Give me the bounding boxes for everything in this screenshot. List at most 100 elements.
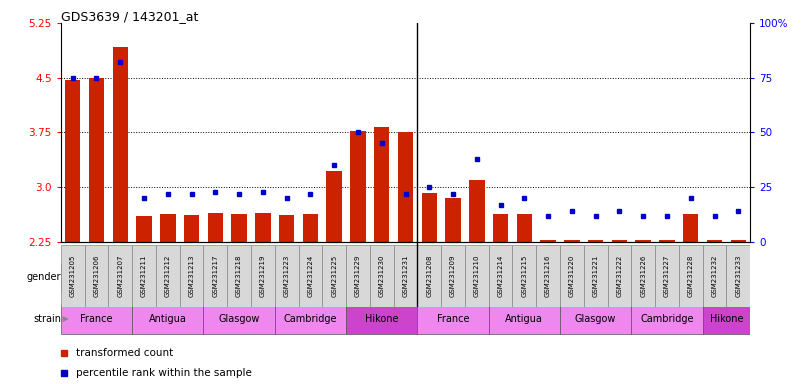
Text: Hikone: Hikone [710,314,743,324]
Bar [683,214,698,242]
Bar [631,245,655,307]
Text: GSM231210: GSM231210 [474,255,480,298]
Text: GSM231216: GSM231216 [545,255,551,298]
Bar [469,180,484,242]
Bar [445,198,461,242]
Bar [489,305,560,334]
Bar [136,217,152,242]
Bar [204,305,275,334]
Text: gender: gender [27,272,61,282]
Bar [517,214,532,242]
Text: GSM231206: GSM231206 [93,255,100,298]
Text: France: France [80,314,113,324]
Text: GSM231231: GSM231231 [402,255,409,298]
Bar [731,240,746,242]
Bar [275,305,346,334]
Text: GSM231223: GSM231223 [284,255,290,297]
Bar [346,305,418,334]
Bar [513,245,536,307]
Bar [588,240,603,242]
Bar [160,214,175,242]
Text: transformed count: transformed count [76,348,174,358]
Text: GSM231230: GSM231230 [379,255,384,298]
Text: strain: strain [33,314,61,324]
Text: Antigua: Antigua [505,314,543,324]
Text: GSM231232: GSM231232 [711,255,718,297]
Text: Glasgow: Glasgow [218,314,260,324]
Bar [184,215,200,242]
Bar [560,245,584,307]
Bar [631,305,702,334]
Bar [418,245,441,307]
Text: GSM231220: GSM231220 [569,255,575,297]
Bar [441,245,465,307]
Bar [489,245,513,307]
Bar [607,245,631,307]
Bar [61,305,132,334]
Text: GSM231214: GSM231214 [498,255,504,297]
Text: GSM231215: GSM231215 [521,255,527,297]
Bar [275,245,298,307]
Text: GSM231222: GSM231222 [616,255,622,297]
Text: GSM231209: GSM231209 [450,255,456,298]
Text: GSM231208: GSM231208 [427,255,432,298]
Text: GSM231227: GSM231227 [664,255,670,297]
Text: GDS3639 / 143201_at: GDS3639 / 143201_at [61,10,198,23]
Text: GSM231213: GSM231213 [189,255,195,298]
Bar [636,240,651,242]
Bar [298,245,322,307]
Bar [204,245,227,307]
Bar [65,80,80,242]
Text: GSM231226: GSM231226 [640,255,646,297]
Bar [707,240,723,242]
Bar [370,245,393,307]
Text: France: France [437,314,470,324]
Text: Antigua: Antigua [149,314,187,324]
Bar [322,245,346,307]
Text: Glasgow: Glasgow [575,314,616,324]
Bar [109,245,132,307]
Bar [679,245,702,307]
Text: GSM231229: GSM231229 [355,255,361,297]
Bar [61,263,418,292]
Bar [540,240,556,242]
Bar [346,245,370,307]
Bar [350,131,366,242]
Bar [84,245,109,307]
Text: GSM231221: GSM231221 [593,255,599,297]
Text: GSM231205: GSM231205 [70,255,75,297]
Bar [251,245,275,307]
Bar [418,305,489,334]
Text: GSM231228: GSM231228 [688,255,693,297]
Text: Hikone: Hikone [365,314,398,324]
Bar [113,47,128,242]
Bar [727,245,750,307]
Bar [279,215,294,242]
Bar [611,240,627,242]
Text: percentile rank within the sample: percentile rank within the sample [76,368,252,378]
Text: GSM231212: GSM231212 [165,255,171,297]
Bar [132,305,204,334]
Text: GSM231219: GSM231219 [260,255,266,298]
Text: GSM231207: GSM231207 [118,255,123,298]
Text: GSM231217: GSM231217 [212,255,218,298]
Bar [88,78,104,242]
Bar [702,305,750,334]
Bar [156,245,180,307]
Bar [61,245,84,307]
Text: GSM231211: GSM231211 [141,255,147,298]
Bar [418,263,750,292]
Bar [393,245,418,307]
Bar [560,305,631,334]
Bar [465,245,489,307]
Bar [303,214,318,242]
Text: GSM231233: GSM231233 [736,255,741,298]
Bar [231,214,247,242]
Text: GSM231225: GSM231225 [331,255,337,297]
Bar [564,240,580,242]
Bar [659,240,675,242]
Bar [180,245,204,307]
Bar [397,132,414,242]
Text: GSM231224: GSM231224 [307,255,313,297]
Bar [327,171,342,242]
